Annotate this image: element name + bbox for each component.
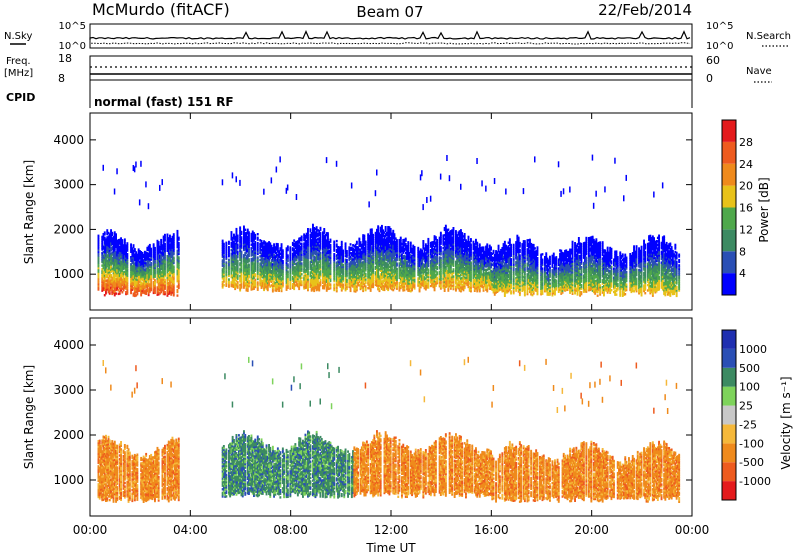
- heatmap-cell: [154, 279, 156, 281]
- heatmap-cell: [164, 243, 166, 245]
- heatmap-cell: [140, 161, 142, 167]
- heatmap-cell: [130, 243, 132, 245]
- heatmap-cell: [164, 234, 166, 236]
- heatmap-cell: [114, 189, 116, 195]
- nsearch-tick-top: 10^5: [706, 21, 733, 32]
- heatmap-cell: [116, 168, 118, 174]
- heatmap-cell: [104, 231, 106, 233]
- freq-panel: [90, 56, 692, 80]
- nsearch-tick-bottom: 10^0: [706, 41, 733, 52]
- heatmap-cell: [169, 235, 171, 237]
- nsky-tick-top: 10^5: [59, 21, 86, 32]
- heatmap-cell: [134, 166, 136, 172]
- heatmap-cell: [121, 239, 123, 241]
- heatmap-cell: [225, 261, 227, 263]
- heatmap-cell: [164, 291, 166, 293]
- heatmap-cell: [159, 185, 161, 191]
- heatmap-cell: [98, 235, 100, 237]
- freq-tick-bottom: 8: [58, 72, 65, 85]
- heatmap-cell: [162, 179, 164, 185]
- heatmap-cell: [228, 259, 230, 261]
- heatmap-cell: [115, 233, 117, 235]
- heatmap-cell: [173, 265, 175, 267]
- nsearch-trace: [90, 43, 690, 45]
- heatmap-cell: [223, 243, 225, 245]
- heatmap-cell: [228, 241, 230, 243]
- freq-label: Freq.: [6, 56, 31, 67]
- heatmap-cell: [177, 294, 179, 296]
- heatmap-cell: [173, 257, 175, 259]
- nsearch-label: N.Search: [746, 31, 791, 42]
- heatmap-cell: [133, 165, 135, 171]
- station-title: McMurdo (fitACF): [92, 0, 230, 19]
- heatmap-cell: [228, 246, 230, 248]
- nsky-tick-bottom: 10^0: [59, 41, 86, 52]
- heatmap-cell: [222, 179, 224, 185]
- nsky-label: N.Sky: [4, 31, 32, 42]
- heatmap-cell: [121, 291, 123, 293]
- nave-tick-top: 60: [706, 54, 720, 67]
- heatmap-cell: [149, 244, 151, 246]
- heatmap-cell: [110, 274, 112, 276]
- heatmap-cell: [139, 199, 141, 205]
- power-heatmap: [98, 155, 681, 298]
- heatmap-cell: [160, 239, 162, 241]
- nave-label: Nave: [746, 66, 772, 77]
- heatmap-cell: [134, 248, 136, 250]
- heatmap-cell: [178, 237, 180, 239]
- heatmap-cell: [154, 247, 156, 249]
- heatmap-cell: [145, 181, 147, 187]
- heatmap-cell: [106, 229, 108, 231]
- heatmap-cell: [178, 256, 180, 258]
- heatmap-cell: [231, 231, 233, 233]
- nsky-panel: [90, 24, 692, 48]
- beam-title: Beam 07: [356, 3, 423, 21]
- heatmap-cell: [178, 242, 180, 244]
- heatmap-cell: [167, 234, 169, 236]
- heatmap-cell: [133, 244, 135, 246]
- mode-label: normal (fast) 151 RF: [94, 95, 234, 109]
- heatmap-cell: [233, 234, 235, 236]
- cpid-label: CPID: [6, 91, 35, 104]
- heatmap-cell: [126, 242, 128, 244]
- nsky-trace: [90, 32, 690, 41]
- heatmap-cell: [228, 278, 230, 280]
- nave-tick-bottom: 0: [706, 72, 713, 85]
- heatmap-cell: [158, 241, 160, 243]
- heatmap-cell: [126, 253, 128, 255]
- freq-tick-top: 18: [58, 52, 72, 65]
- heatmap-cell: [148, 203, 150, 209]
- heatmap-cell: [225, 242, 227, 244]
- heatmap-cell: [164, 279, 166, 281]
- heatmap-cell: [110, 229, 112, 231]
- heatmap-cell: [177, 289, 179, 291]
- freq-unit-label: [MHz]: [4, 68, 33, 79]
- heatmap-cell: [173, 233, 175, 235]
- heatmap-cell: [222, 240, 224, 242]
- heatmap-cell: [124, 238, 126, 240]
- heatmap-cell: [223, 284, 225, 286]
- heatmap-cell: [150, 262, 152, 264]
- heatmap-cell: [115, 292, 117, 294]
- heatmap-cell: [153, 243, 155, 245]
- heatmap-cell: [111, 232, 113, 234]
- heatmap-cell: [103, 165, 105, 171]
- heatmap-cell: [232, 172, 234, 178]
- heatmap-cell: [177, 230, 179, 232]
- heatmap-cell: [135, 162, 137, 168]
- heatmap-cell: [135, 251, 137, 253]
- date-title: 22/Feb/2014: [598, 1, 692, 19]
- heatmap-cell: [150, 248, 152, 250]
- radar-figure: McMurdo (fitACF) Beam 07 22/Feb/2014 N.S…: [0, 0, 800, 554]
- nsky-traces: [90, 32, 690, 46]
